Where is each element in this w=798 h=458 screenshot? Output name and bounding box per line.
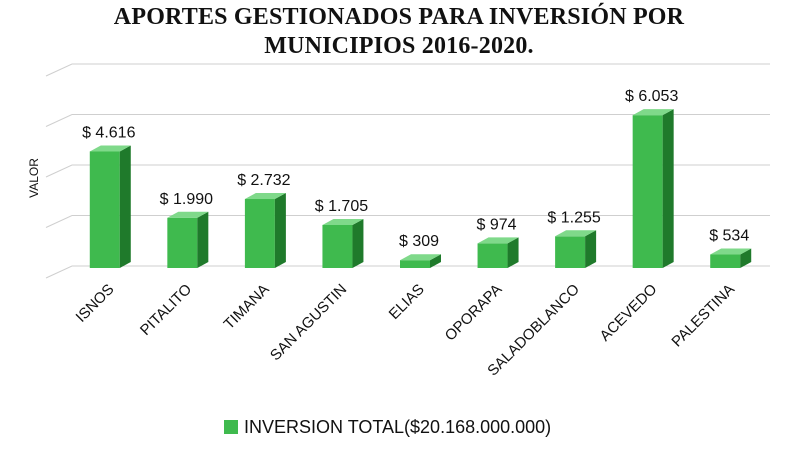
- category-label: PALESTINA: [668, 281, 738, 351]
- bar-acevedo: [632, 109, 674, 269]
- gridline: [45, 265, 770, 279]
- bar-top: [632, 109, 674, 116]
- bar-top: [244, 193, 286, 200]
- category-label: SAN AGUSTIN: [267, 281, 350, 364]
- data-label: $ 534: [709, 228, 749, 245]
- bar-san-agustin: [322, 218, 364, 268]
- bar-top: [555, 230, 597, 237]
- bar-side: [352, 218, 364, 268]
- bar-front: [477, 243, 508, 268]
- bar-side: [585, 230, 597, 268]
- bar-front: [555, 236, 586, 268]
- bar-side: [507, 237, 519, 268]
- bar-elias: [400, 254, 441, 268]
- legend-label: INVERSION TOTAL($20.168.000.000): [244, 416, 552, 437]
- gridline: [45, 164, 770, 178]
- bar-timana: [244, 193, 286, 268]
- bar-oporapa: [477, 237, 519, 268]
- data-label: $ 1.705: [315, 198, 368, 215]
- bar-front: [710, 254, 741, 268]
- legend-swatch: [224, 420, 238, 434]
- bar-top: [322, 218, 364, 225]
- data-label: $ 974: [477, 216, 517, 233]
- bar-front: [632, 115, 663, 269]
- bar-side: [119, 145, 131, 268]
- category-label: ACEVEDO: [597, 281, 661, 345]
- bar-front: [400, 260, 430, 268]
- gridline: [45, 114, 770, 127]
- bar-top: [710, 248, 752, 255]
- bar-top: [89, 145, 131, 152]
- bar-side: [197, 211, 209, 268]
- chart-title-line-2: MUNICIPIOS 2016-2020.: [264, 33, 534, 59]
- y-axis-label: VALOR: [27, 158, 41, 198]
- data-label: $ 4.616: [82, 124, 135, 141]
- bar-side: [740, 248, 752, 268]
- bar-side: [662, 109, 674, 269]
- legend: INVERSION TOTAL($20.168.000.000): [224, 416, 551, 438]
- bar-side: [430, 254, 441, 268]
- bar-isnos: [89, 145, 131, 268]
- bar-top: [477, 237, 519, 244]
- bar-front: [244, 199, 275, 268]
- chart-title-line-1: APORTES GESTIONADOS PARA INVERSIÓN POR: [113, 4, 685, 30]
- data-label: $ 1.990: [160, 191, 213, 208]
- category-label: ISNOS: [73, 281, 118, 326]
- category-label: OPORAPA: [442, 281, 506, 345]
- gridline: [45, 215, 770, 228]
- data-label: $ 2.732: [237, 172, 290, 189]
- bar-side: [274, 193, 286, 268]
- category-label: ELIAS: [386, 281, 428, 323]
- bar-front: [167, 217, 198, 268]
- bar-top: [400, 254, 441, 261]
- bar-front: [322, 224, 353, 268]
- data-label: $ 309: [399, 233, 439, 250]
- bar-pitalito: [167, 211, 209, 268]
- gridline: [45, 63, 770, 77]
- data-label: $ 6.053: [625, 88, 678, 105]
- bar-top: [167, 211, 209, 218]
- category-label: TIMANA: [221, 281, 273, 333]
- data-label: $ 1.255: [547, 209, 600, 226]
- bar-front: [89, 151, 120, 268]
- bar-saladoblanco: [555, 230, 597, 268]
- category-label: PITALITO: [137, 281, 195, 339]
- bar-palestina: [710, 248, 752, 268]
